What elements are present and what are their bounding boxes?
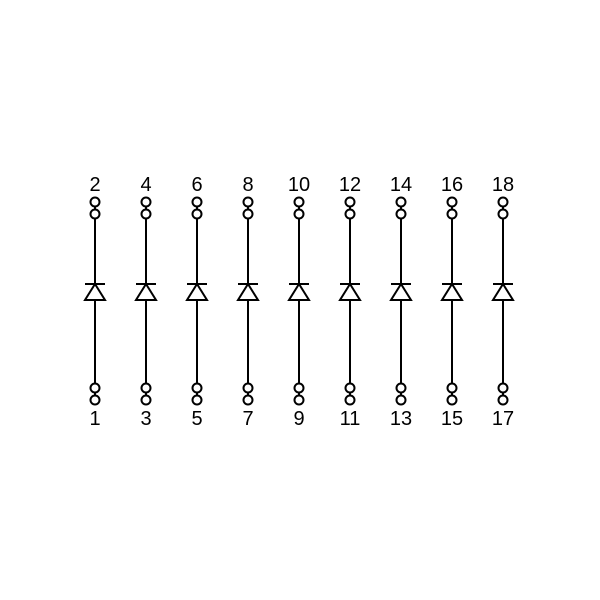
diode-triangle bbox=[340, 284, 360, 300]
diode-triangle bbox=[493, 284, 513, 300]
terminal-bottom-inner bbox=[91, 384, 100, 393]
terminal-bottom-inner bbox=[448, 384, 457, 393]
diode-column: 12 11 bbox=[339, 174, 361, 430]
terminal-top-outer bbox=[91, 198, 100, 207]
diode-column: 65 bbox=[187, 174, 207, 430]
terminal-bottom-inner bbox=[244, 384, 253, 393]
terminal-top-inner bbox=[499, 210, 508, 219]
terminal-top-outer bbox=[244, 198, 253, 207]
terminal-top-inner bbox=[295, 210, 304, 219]
bottom-terminal-label: 3 bbox=[140, 408, 151, 430]
terminal-top-inner bbox=[91, 210, 100, 219]
diode-triangle bbox=[85, 284, 105, 300]
diode-triangle bbox=[289, 284, 309, 300]
diode-column: 1817 bbox=[492, 174, 514, 430]
diode-triangle bbox=[238, 284, 258, 300]
terminal-bottom-outer bbox=[346, 396, 355, 405]
top-terminal-label: 18 bbox=[492, 174, 514, 196]
diode-column: 43 bbox=[136, 174, 156, 430]
diode-column: 21 bbox=[85, 174, 105, 430]
terminal-top-outer bbox=[142, 198, 151, 207]
top-terminal-label: 8 bbox=[242, 174, 253, 196]
bottom-terminal-label: 13 bbox=[390, 408, 412, 430]
bottom-terminal-label: 11 bbox=[340, 408, 361, 430]
terminal-top-inner bbox=[346, 210, 355, 219]
diode-column: 10 9 bbox=[288, 174, 310, 430]
top-terminal-label: 2 bbox=[89, 174, 100, 196]
terminal-bottom-outer bbox=[499, 396, 508, 405]
diode-triangle bbox=[442, 284, 462, 300]
terminal-top-outer bbox=[397, 198, 406, 207]
terminal-bottom-inner bbox=[193, 384, 202, 393]
diode-column: 14 13 bbox=[390, 174, 412, 430]
terminal-bottom-outer bbox=[91, 396, 100, 405]
terminal-top-outer bbox=[193, 198, 202, 207]
bottom-terminal-label: 5 bbox=[191, 408, 202, 430]
terminal-bottom-outer bbox=[142, 396, 151, 405]
terminal-bottom-outer bbox=[193, 396, 202, 405]
terminal-bottom-outer bbox=[295, 396, 304, 405]
terminal-top-outer bbox=[448, 198, 457, 207]
top-terminal-label: 16 bbox=[441, 174, 463, 196]
bottom-terminal-label: 17 bbox=[492, 408, 514, 430]
terminal-bottom-outer bbox=[244, 396, 253, 405]
terminal-top-outer bbox=[346, 198, 355, 207]
top-terminal-label: 10 bbox=[288, 174, 310, 196]
diode-triangle bbox=[391, 284, 411, 300]
terminal-bottom-inner bbox=[346, 384, 355, 393]
terminal-top-outer bbox=[499, 198, 508, 207]
top-terminal-label: 14 bbox=[390, 174, 412, 196]
diode-column: 1615 bbox=[441, 174, 463, 430]
diode-triangle bbox=[136, 284, 156, 300]
terminal-top-inner bbox=[448, 210, 457, 219]
top-terminal-label: 12 bbox=[339, 174, 361, 196]
terminal-top-inner bbox=[397, 210, 406, 219]
terminal-top-inner bbox=[244, 210, 253, 219]
terminal-bottom-outer bbox=[448, 396, 457, 405]
terminal-bottom-inner bbox=[142, 384, 151, 393]
terminal-bottom-inner bbox=[295, 384, 304, 393]
terminal-top-inner bbox=[193, 210, 202, 219]
terminal-bottom-outer bbox=[397, 396, 406, 405]
terminal-bottom-inner bbox=[397, 384, 406, 393]
diode-array-schematic: 214365871091211141316151817 bbox=[0, 0, 600, 600]
bottom-terminal-label: 1 bbox=[89, 408, 100, 430]
top-terminal-label: 4 bbox=[140, 174, 151, 196]
bottom-terminal-label: 7 bbox=[242, 408, 253, 430]
diode-triangle bbox=[187, 284, 207, 300]
terminal-top-inner bbox=[142, 210, 151, 219]
terminal-top-outer bbox=[295, 198, 304, 207]
top-terminal-label: 6 bbox=[191, 174, 202, 196]
bottom-terminal-label: 15 bbox=[441, 408, 463, 430]
diode-column: 87 bbox=[238, 174, 258, 430]
bottom-terminal-label: 9 bbox=[293, 408, 304, 430]
terminal-bottom-inner bbox=[499, 384, 508, 393]
